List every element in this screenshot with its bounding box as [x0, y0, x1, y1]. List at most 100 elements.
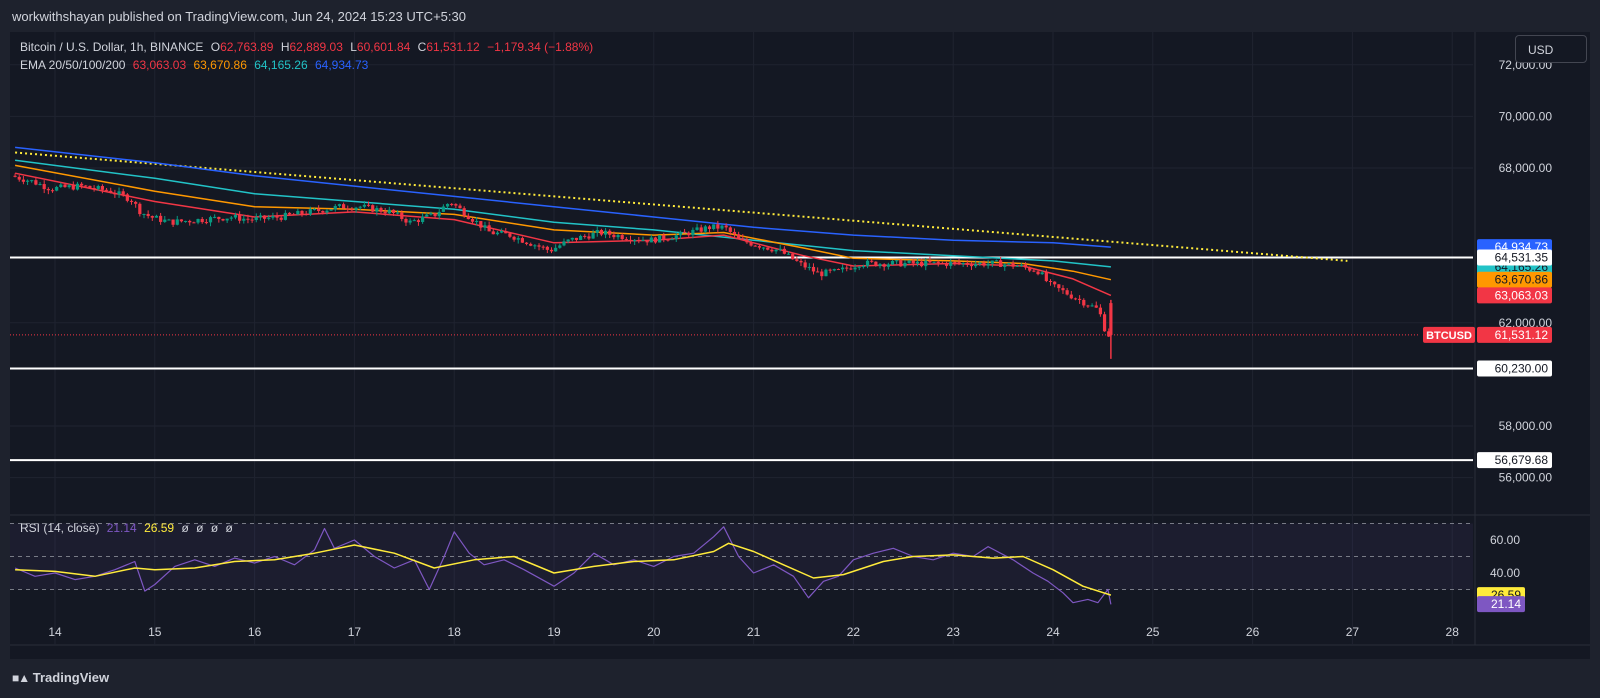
candle-body [591, 232, 595, 239]
candle-body [246, 218, 250, 220]
candle-body [857, 266, 861, 268]
rsi-line [14, 526, 1112, 605]
candle-body [595, 230, 599, 233]
candle-body [928, 260, 932, 263]
trend-line[interactable] [14, 151, 1348, 262]
candle-body [899, 260, 903, 267]
candle-body [1003, 264, 1007, 267]
chart-panel[interactable] [10, 32, 1590, 659]
candle-body [637, 239, 641, 241]
candle-body [34, 180, 38, 185]
rsi-na-1: ø [181, 521, 189, 535]
candle-body [1098, 307, 1103, 315]
candle-body [1107, 331, 1111, 337]
candle-body [1032, 270, 1036, 272]
candle-body [749, 242, 753, 246]
candle-body [142, 213, 146, 215]
candle-body [46, 189, 50, 191]
candle-body [292, 214, 296, 216]
candle-body [732, 231, 737, 235]
candle-body [50, 190, 55, 192]
candle-body [944, 262, 949, 266]
candle-body [167, 219, 171, 221]
candle-body [1078, 298, 1082, 300]
tradingview-logo[interactable]: ■▲ TradingView [12, 670, 109, 685]
candle-body [849, 268, 853, 270]
candle-body [412, 220, 416, 222]
candle-body [437, 211, 441, 217]
candle-body [1090, 305, 1094, 307]
candle-body [1086, 305, 1090, 307]
candle-body [741, 238, 745, 240]
candle-body [999, 260, 1003, 267]
candle-body [907, 260, 911, 263]
candle-body [820, 271, 824, 277]
candle-body [707, 226, 712, 230]
candle-body [17, 176, 21, 180]
ema-price-tag-bg [1477, 287, 1552, 304]
candle-body [579, 235, 583, 240]
candle-body [1011, 263, 1015, 267]
candle-body [878, 264, 882, 266]
ema-label[interactable]: EMA 20/50/100/200 [20, 58, 126, 72]
level-price-tag-bg [1477, 360, 1552, 377]
candle-body [774, 249, 778, 252]
candle-body [1044, 272, 1048, 282]
time-axis-label: 23 [947, 625, 961, 639]
candle-body [21, 179, 25, 182]
ema100-line [15, 159, 1111, 268]
candle-body [325, 210, 329, 213]
candle-body [957, 262, 961, 264]
candle-body [969, 264, 974, 267]
candle-body [770, 249, 774, 252]
candle-body [533, 245, 537, 247]
candle-body [924, 260, 928, 267]
candle-body [254, 217, 258, 221]
candle-body [171, 219, 175, 225]
candle-body [462, 208, 466, 216]
candle-body [362, 204, 366, 207]
candle-body [853, 267, 857, 270]
candle-body [491, 231, 495, 235]
currency-button[interactable]: USD [1515, 35, 1587, 63]
candle-body [308, 209, 312, 215]
candle-body [616, 235, 620, 238]
candle-body [932, 261, 936, 263]
time-axis-label: 20 [647, 625, 661, 639]
candle-body [150, 216, 154, 218]
time-axis-label: 26 [1246, 625, 1260, 639]
time-axis-label: 22 [847, 625, 861, 639]
candle-body [1057, 284, 1061, 289]
candle-body [599, 230, 604, 235]
symbol-name[interactable]: Bitcoin / U.S. Dollar, 1h, BINANCE [20, 40, 204, 54]
rsi-label[interactable]: RSI (14, close) [20, 521, 100, 535]
candle-body [454, 204, 458, 206]
candle-body [549, 249, 554, 252]
candle-body [337, 204, 342, 206]
candle-body [1065, 290, 1069, 295]
candle-body [366, 204, 371, 206]
top-bar [0, 0, 1600, 32]
candle-body [1102, 314, 1107, 332]
candle-body [666, 239, 670, 241]
candle-body [287, 212, 292, 215]
candle-body [633, 239, 637, 242]
time-axis-label: 14 [48, 625, 62, 639]
candle-body [445, 203, 450, 207]
candle-body [728, 227, 732, 232]
candle-body [687, 232, 691, 236]
candle-body [420, 216, 425, 223]
candle-body [55, 186, 59, 191]
candle-body [296, 210, 300, 215]
candle-body [1040, 272, 1044, 275]
time-axis-label: 15 [148, 625, 162, 639]
candle-body [129, 200, 134, 202]
candle-body [475, 221, 479, 223]
ema20-line [14, 172, 1112, 297]
candle-body [204, 222, 208, 224]
ema200-line [15, 146, 1111, 248]
level-price-tag-bg [1477, 249, 1552, 266]
time-axis-label: 18 [448, 625, 462, 639]
low-value: 60,601.84 [356, 40, 411, 54]
